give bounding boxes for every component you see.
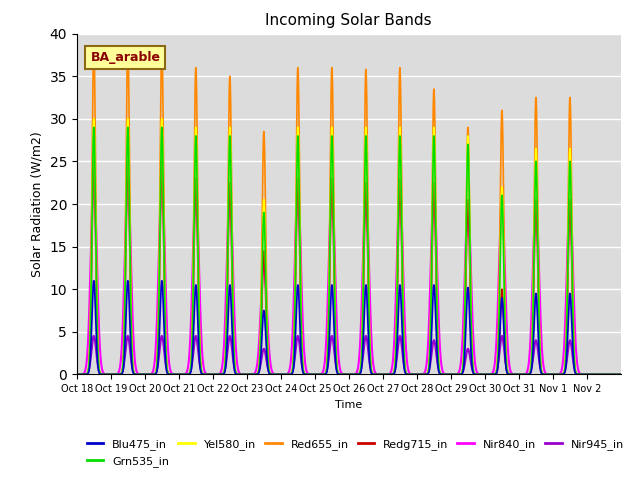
Line: Red655_in: Red655_in (77, 47, 621, 374)
Blu475_in (184, 372, 192, 377)
Nir840_in (617, 372, 625, 377)
Line: Blu475_in: Blu475_in (77, 281, 621, 374)
Nir945_in (501, 356, 509, 362)
Nir945_in (617, 372, 625, 377)
Yel580_in (501, 329, 509, 335)
Y-axis label: Solar Radiation (W/m2): Solar Radiation (W/m2) (31, 131, 44, 277)
Text: BA_arable: BA_arable (90, 51, 161, 64)
X-axis label: Time: Time (335, 400, 362, 409)
Yel580_in (617, 372, 625, 377)
Yel580_in (419, 372, 426, 377)
Red655_in (184, 372, 192, 377)
Grn535_in (467, 281, 474, 287)
Nir945_in (90, 333, 98, 339)
Blu475_in (617, 372, 625, 377)
Grn535_in (184, 372, 192, 377)
Nir840_in (90, 176, 98, 181)
Red655_in (501, 312, 509, 318)
Redg715_in (419, 372, 426, 377)
Nir945_in (467, 357, 474, 363)
Yel580_in (90, 116, 98, 121)
Nir840_in (467, 251, 474, 257)
Grn535_in (501, 331, 509, 337)
Nir945_in (419, 372, 426, 377)
Redg715_in (90, 158, 98, 164)
Yel580_in (467, 277, 474, 283)
Nir945_in (184, 371, 192, 377)
Red655_in (534, 204, 541, 209)
Redg715_in (184, 372, 192, 377)
Grn535_in (534, 242, 541, 248)
Nir840_in (184, 362, 192, 368)
Blu475_in (534, 323, 541, 328)
Nir945_in (534, 347, 541, 352)
Redg715_in (617, 372, 625, 377)
Nir840_in (611, 372, 619, 377)
Red655_in (73, 372, 81, 377)
Title: Incoming Solar Bands: Incoming Solar Bands (266, 13, 432, 28)
Red655_in (467, 274, 474, 280)
Grn535_in (73, 372, 81, 377)
Blu475_in (467, 337, 474, 343)
Redg715_in (73, 372, 81, 377)
Red655_in (90, 44, 98, 49)
Redg715_in (501, 352, 509, 358)
Redg715_in (467, 302, 474, 308)
Grn535_in (419, 372, 426, 377)
Blu475_in (90, 278, 98, 284)
Blu475_in (419, 372, 426, 377)
Blu475_in (73, 372, 81, 377)
Red655_in (419, 372, 426, 377)
Nir840_in (419, 372, 426, 377)
Blu475_in (611, 372, 619, 377)
Line: Redg715_in: Redg715_in (77, 161, 621, 374)
Nir840_in (501, 274, 509, 280)
Grn535_in (617, 372, 625, 377)
Yel580_in (184, 372, 192, 377)
Yel580_in (534, 235, 541, 240)
Redg715_in (611, 372, 619, 377)
Yel580_in (611, 372, 619, 377)
Nir840_in (73, 372, 81, 377)
Nir945_in (73, 372, 81, 377)
Grn535_in (611, 372, 619, 377)
Red655_in (617, 372, 625, 377)
Red655_in (611, 372, 619, 377)
Grn535_in (90, 124, 98, 130)
Line: Grn535_in: Grn535_in (77, 127, 621, 374)
Legend: Blu475_in, Grn535_in, Yel580_in, Red655_in, Redg715_in, Nir840_in, Nir945_in: Blu475_in, Grn535_in, Yel580_in, Red655_… (83, 435, 628, 471)
Blu475_in (501, 354, 509, 360)
Line: Yel580_in: Yel580_in (77, 119, 621, 374)
Nir945_in (611, 372, 619, 377)
Nir840_in (534, 227, 541, 232)
Yel580_in (73, 372, 81, 377)
Redg715_in (534, 265, 541, 271)
Line: Nir945_in: Nir945_in (77, 336, 621, 374)
Line: Nir840_in: Nir840_in (77, 179, 621, 374)
